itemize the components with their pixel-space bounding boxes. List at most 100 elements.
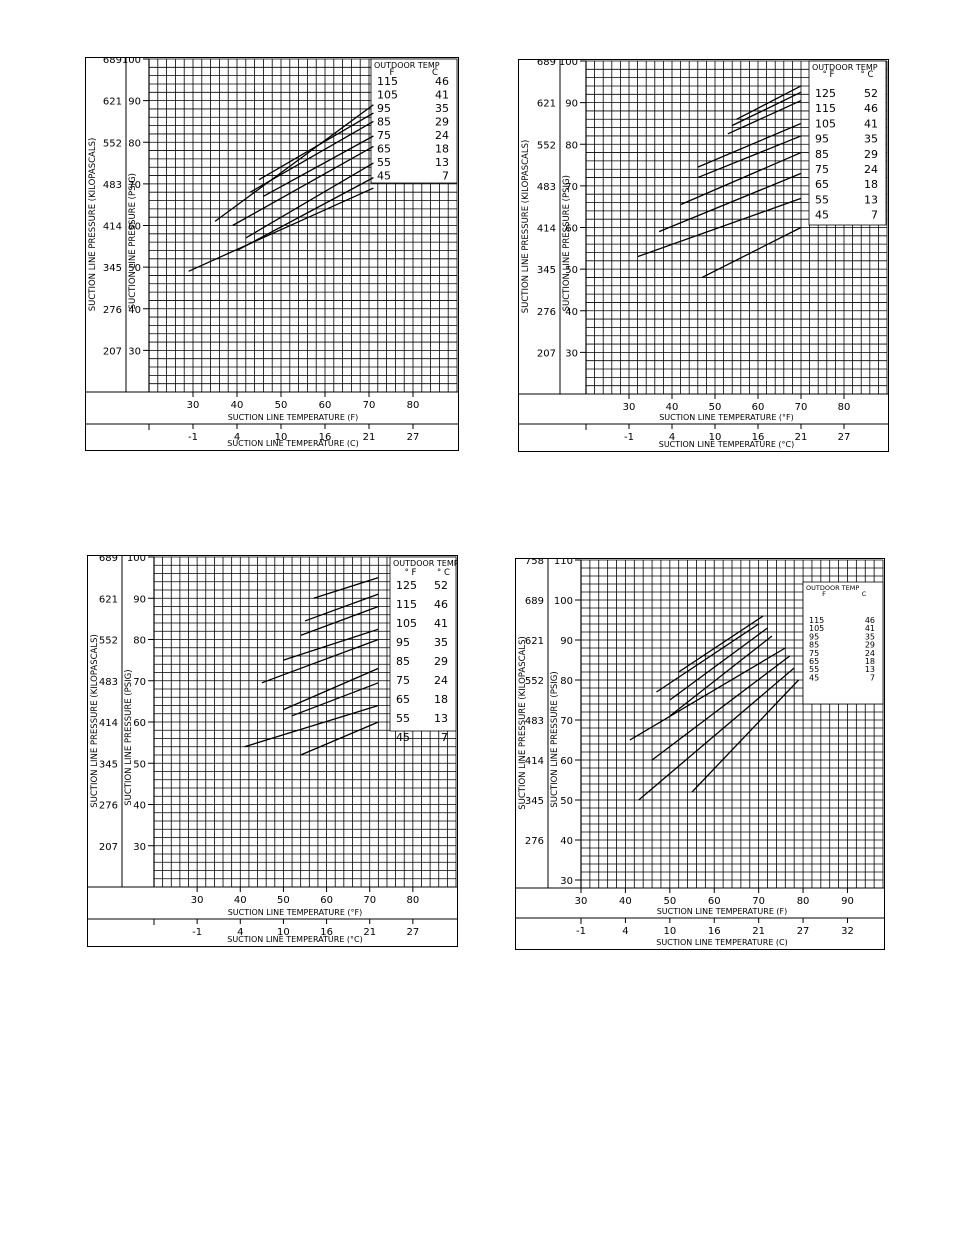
x-tick-label-f: 40 (666, 402, 679, 413)
legend-value-f: 65 (377, 143, 391, 156)
x-tick-label-f: 50 (277, 895, 290, 906)
x-tick-label-f: 60 (319, 400, 332, 411)
legend-value-f: 105 (377, 89, 398, 102)
x-tick-label-f: 30 (191, 895, 204, 906)
series-line-115 (304, 593, 379, 622)
kpa-tick-label: 414 (537, 224, 556, 235)
legend-value-c: 29 (435, 116, 449, 129)
series-line-95 (697, 122, 802, 168)
y-axis-label-kpa: SUCTION LINE PRESSURE (KILOPASCALS) (521, 140, 531, 314)
series-line-55 (637, 197, 802, 258)
legend-title: OUTDOOR TEMP (374, 61, 440, 70)
kpa-tick-label: 552 (525, 676, 544, 687)
legend-value-c: 13 (434, 712, 448, 725)
psig-tick-label: 90 (133, 594, 146, 605)
legend-value-f: 75 (809, 649, 819, 658)
legend-value-c: 7 (441, 731, 448, 744)
legend-title: OUTDOOR TEMP (806, 584, 859, 592)
x-tick-label-c: 4 (669, 432, 675, 443)
kpa-tick-label: 483 (99, 677, 118, 688)
legend-value-c: 35 (865, 632, 875, 641)
legend-value-f: 65 (809, 657, 819, 666)
legend-box (808, 60, 887, 226)
kpa-tick-label: 207 (99, 842, 118, 853)
legend-value-f: 125 (815, 87, 836, 100)
legend-title: OUTDOOR TEMP (393, 559, 458, 568)
psig-tick-label: 70 (128, 180, 141, 191)
kpa-tick-label: 276 (525, 836, 544, 847)
series-line-85 (261, 638, 379, 684)
kpa-tick-label: 345 (537, 265, 556, 276)
y-axis-label-psig: SUCTION LINE PRESSURE (PSIG) (128, 173, 138, 309)
series-line-85 (263, 135, 374, 197)
series-line-105 (656, 623, 760, 693)
x-tick-label-f: 70 (752, 896, 765, 907)
y-axis-label-kpa: SUCTION LINE PRESSURE (KILOPASCALS) (518, 636, 528, 810)
legend-value-c: 13 (864, 193, 878, 206)
x-tick-label-f: 60 (752, 402, 765, 413)
kpa-tick-label: 689 (103, 57, 122, 66)
x-tick-label-c: 27 (407, 432, 420, 443)
legend-value-f: 75 (815, 163, 829, 176)
series-group (629, 615, 800, 801)
kpa-tick-label: 483 (537, 182, 556, 193)
legend-value-f: 85 (396, 655, 410, 668)
psig-tick-label: 80 (133, 636, 146, 647)
legend-value-f: 45 (377, 170, 391, 183)
x-tick-label-c: -1 (624, 432, 634, 443)
kpa-tick-label: 758 (525, 558, 544, 567)
series-line-45 (300, 721, 379, 756)
series-line-115 (678, 615, 764, 673)
legend-value-f: 55 (809, 665, 819, 674)
series-line-75 (629, 647, 786, 741)
series-line-75 (680, 151, 802, 206)
y-axis-label-kpa: SUCTION LINE PRESSURE (KILOPASCALS) (88, 138, 98, 312)
legend-value-c: 7 (870, 673, 875, 682)
chart-frame (85, 57, 459, 451)
legend-value-f: 65 (396, 693, 410, 706)
kpa-tick-label: 345 (103, 263, 122, 274)
legend-value-c: 46 (434, 598, 448, 611)
chart-frame (518, 59, 889, 452)
x-tick-label-f: 50 (275, 400, 288, 411)
kpa-tick-label: 414 (99, 718, 118, 729)
psig-tick-label: 60 (133, 718, 146, 729)
legend-value-c: 18 (435, 143, 449, 156)
chart-1: OUTDOOR TEMP F C 115 46 105 41 95 35 85 29 75 24 65 18… (85, 55, 459, 451)
chart-svg: OUTDOOR TEMP° F ° C 125 52 115 46 105 41 95 35 85 2… (87, 553, 459, 947)
legend-box (802, 581, 884, 705)
kpa-tick-label: 276 (99, 801, 118, 812)
psig-tick-label: 70 (560, 716, 573, 727)
series-line-95 (249, 120, 374, 193)
series-line-105 (300, 605, 379, 636)
legend-value-f: 55 (815, 193, 829, 206)
legend-title: OUTDOOR TEMP (812, 63, 878, 72)
x-tick-label-c: 16 (319, 432, 332, 443)
kpa-tick-label: 689 (537, 59, 556, 68)
psig-tick-label: 110 (554, 558, 573, 567)
kpa-tick-label: 276 (103, 305, 122, 316)
legend-value-f: 95 (809, 632, 819, 641)
x-tick-label-c: 10 (663, 926, 676, 937)
legend-value-f: 55 (396, 712, 410, 725)
psig-tick-label: 100 (559, 59, 578, 68)
legend-value-c: 46 (865, 616, 875, 625)
legend-value-f: 65 (815, 178, 829, 191)
x-tick-label-f: 30 (187, 400, 200, 411)
x-tick-label-f: 60 (708, 896, 721, 907)
x-axis-label-c: SUCTION LINE TEMPERATURE (°C) (659, 440, 795, 449)
legend-value-c: 46 (435, 75, 449, 88)
legend-value-c: 18 (864, 178, 878, 191)
series-line-45 (188, 187, 374, 272)
x-tick-label-f: 60 (320, 895, 333, 906)
series-line-105 (258, 112, 374, 181)
kpa-tick-label: 207 (103, 346, 122, 357)
chart-3: OUTDOOR TEMP ° F ° C 125 52 115 46 105 41 95 35 85 2… (87, 553, 459, 947)
kpa-tick-label: 276 (537, 307, 556, 318)
legend-value-f: 75 (396, 674, 410, 687)
series-line-65 (291, 682, 379, 717)
legend-value-c: 7 (871, 209, 878, 222)
series-line-85 (697, 135, 802, 179)
series-line-55 (638, 667, 795, 801)
